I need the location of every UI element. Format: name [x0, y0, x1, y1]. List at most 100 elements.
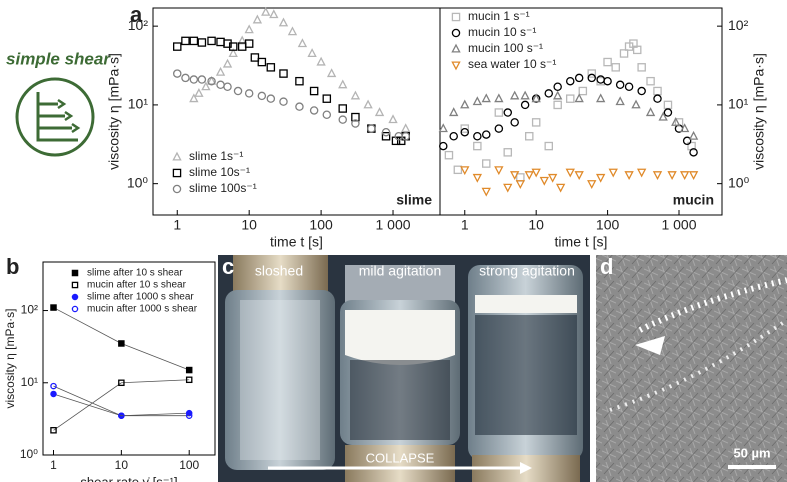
- legend-label: mucin after 10 s shear: [87, 280, 187, 291]
- marker: [189, 36, 199, 46]
- x-tick-label: 100: [309, 217, 333, 233]
- legend-marker: [451, 43, 461, 53]
- marker: [316, 56, 326, 66]
- marker: [679, 171, 690, 181]
- marker: [279, 69, 288, 78]
- marker: [645, 107, 656, 117]
- legend-marker: [451, 12, 461, 22]
- marker: [520, 100, 530, 110]
- marker: [206, 75, 217, 85]
- scale-label: 50 µm: [733, 445, 770, 460]
- legend-marker: [172, 184, 182, 194]
- arrow-label: COLLAPSE: [366, 450, 435, 465]
- marker: [197, 75, 207, 84]
- marker: [185, 412, 193, 419]
- marker: [472, 173, 483, 183]
- marker: [279, 97, 288, 106]
- marker: [228, 48, 238, 57]
- y-axis-label: viscosity η [mPa·s]: [3, 308, 17, 408]
- marker: [244, 89, 254, 98]
- marker: [663, 100, 673, 110]
- x-tick-label: 100: [596, 217, 620, 233]
- y-tick-label: 10²: [21, 303, 38, 317]
- marker: [565, 168, 575, 178]
- y-tick-label: 10⁰: [20, 447, 38, 461]
- marker: [619, 49, 629, 58]
- x-tick-label: 100: [179, 458, 199, 472]
- marker: [185, 376, 193, 384]
- marker: [595, 93, 606, 103]
- y-tick-label: 10¹: [21, 375, 38, 389]
- photo-label: sloshed: [255, 263, 303, 279]
- marker: [173, 42, 182, 51]
- marker: [173, 69, 182, 78]
- marker: [338, 104, 347, 113]
- marker: [510, 118, 519, 127]
- legend-label: slime 10s⁻¹: [189, 165, 250, 179]
- marker: [207, 36, 216, 46]
- marker: [566, 94, 575, 103]
- marker: [252, 14, 263, 24]
- marker: [351, 112, 360, 122]
- marker: [460, 127, 470, 137]
- marker: [587, 73, 596, 83]
- legend-label: mucin after 1000 s shear: [87, 304, 198, 315]
- photo-d: [596, 255, 787, 482]
- marker: [388, 114, 398, 124]
- marker: [261, 6, 271, 16]
- marker: [338, 79, 348, 89]
- marker: [197, 38, 207, 47]
- marker: [266, 63, 276, 72]
- marker: [228, 42, 238, 51]
- marker: [50, 382, 57, 390]
- marker: [189, 75, 199, 84]
- y-axis-label: viscosity η [mPa·s]: [751, 53, 767, 170]
- marker: [223, 82, 232, 92]
- marker: [266, 94, 276, 103]
- marker: [269, 9, 279, 19]
- marker: [394, 131, 403, 141]
- legend-label: slime after 10 s shear: [87, 268, 183, 279]
- marker: [297, 38, 308, 48]
- marker: [636, 168, 647, 178]
- marker: [624, 171, 634, 181]
- x-tick-label: 1: [461, 217, 469, 233]
- marker: [118, 340, 125, 347]
- marker: [682, 136, 692, 146]
- marker: [50, 427, 57, 434]
- marker: [287, 26, 298, 36]
- marker: [494, 93, 504, 103]
- marker: [516, 173, 525, 182]
- x-axis-label: time t [s]: [555, 234, 608, 250]
- marker: [453, 165, 463, 175]
- marker: [689, 148, 698, 157]
- marker: [632, 45, 642, 55]
- x-tick-label: 1: [173, 217, 181, 233]
- legend-label: slime after 1000 s shear: [87, 292, 194, 303]
- marker: [50, 304, 57, 311]
- marker: [216, 80, 225, 90]
- marker: [688, 130, 699, 140]
- marker: [553, 100, 562, 110]
- x-tick-label: 1 000: [661, 217, 696, 233]
- marker: [444, 150, 454, 160]
- side-label: simple shear: [6, 49, 111, 68]
- marker: [539, 176, 549, 186]
- series-line: [53, 385, 190, 417]
- panel-letter: d: [600, 254, 613, 279]
- marker: [460, 166, 470, 176]
- marker: [637, 63, 646, 72]
- marker: [624, 82, 634, 92]
- marker: [574, 93, 584, 103]
- marker: [603, 76, 612, 86]
- marker: [515, 180, 526, 190]
- marker: [381, 131, 391, 141]
- marker: [503, 108, 513, 117]
- marker: [544, 141, 554, 151]
- series-line: [53, 379, 190, 431]
- marker: [555, 183, 566, 193]
- marker: [566, 76, 575, 86]
- marker: [215, 66, 226, 76]
- marker: [295, 102, 304, 111]
